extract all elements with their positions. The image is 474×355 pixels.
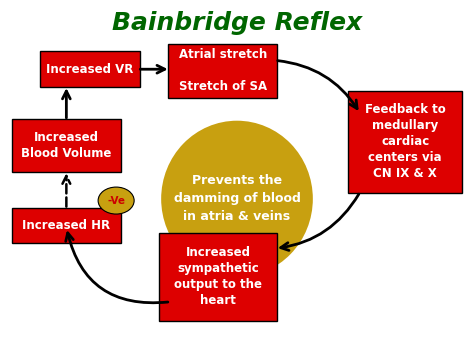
FancyBboxPatch shape (40, 51, 140, 87)
Text: Bainbridge Reflex: Bainbridge Reflex (112, 11, 362, 35)
Text: Increased HR: Increased HR (22, 219, 110, 232)
Ellipse shape (161, 121, 313, 277)
Text: -Ve: -Ve (107, 196, 125, 206)
FancyBboxPatch shape (12, 119, 121, 172)
Text: Atrial stretch

Stretch of SA: Atrial stretch Stretch of SA (179, 49, 267, 93)
Text: Prevents the
damming of blood
in atria & veins: Prevents the damming of blood in atria &… (173, 174, 301, 223)
Text: Increased
Blood Volume: Increased Blood Volume (21, 131, 111, 160)
Text: Feedback to
medullary
cardiac
centers via
CN IX & X: Feedback to medullary cardiac centers vi… (365, 104, 446, 180)
FancyBboxPatch shape (159, 233, 277, 321)
FancyBboxPatch shape (12, 208, 121, 243)
Text: Increased
sympathetic
output to the
heart: Increased sympathetic output to the hear… (174, 246, 262, 307)
Circle shape (98, 187, 134, 214)
FancyBboxPatch shape (348, 91, 462, 193)
FancyBboxPatch shape (168, 44, 277, 98)
Text: Increased VR: Increased VR (46, 63, 134, 76)
